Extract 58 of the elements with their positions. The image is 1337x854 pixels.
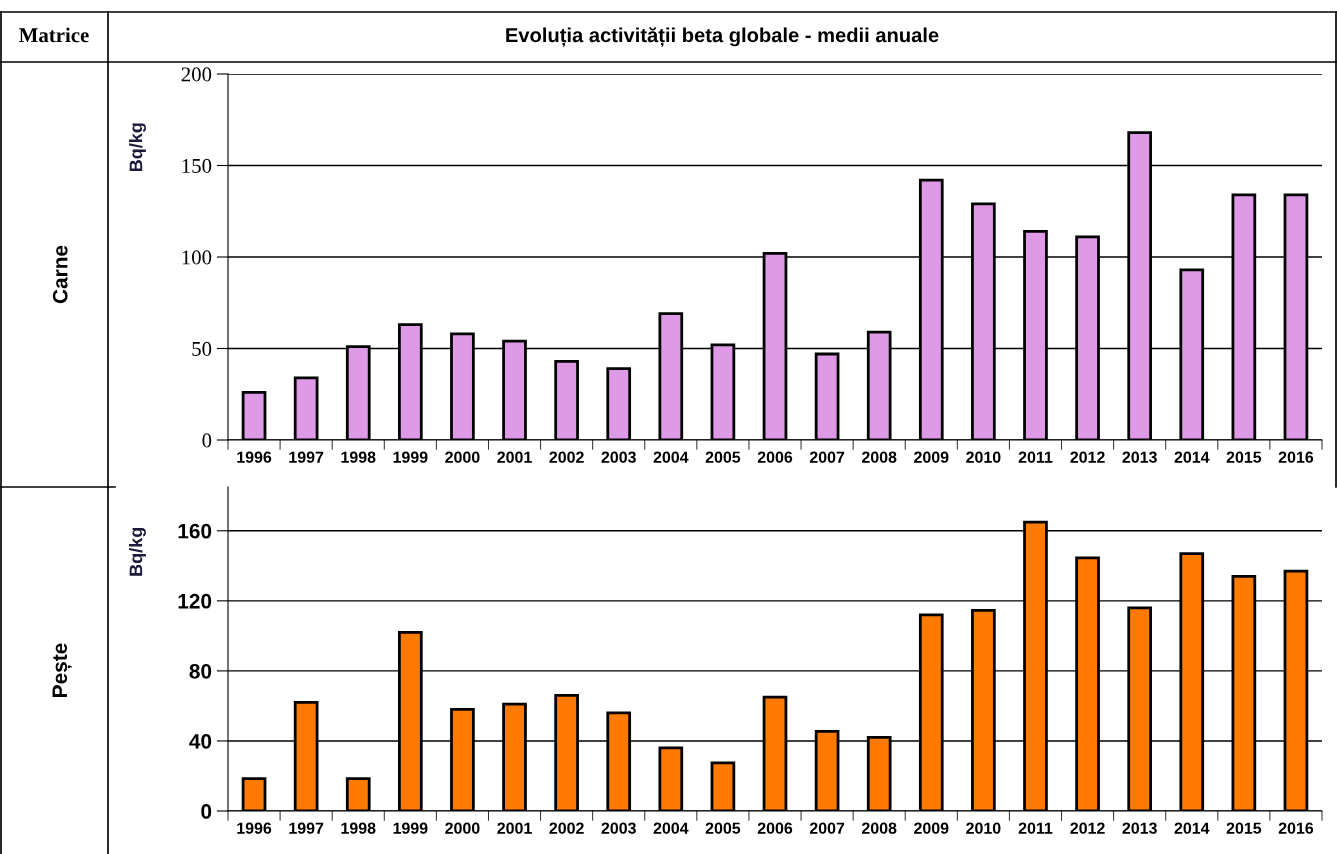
- x-tick-label: 2010: [966, 822, 1001, 834]
- text: Pește: [52, 643, 72, 697]
- x-tick-label: 2004: [653, 451, 689, 463]
- x-tick-label: 2009: [914, 822, 949, 834]
- chart-title: Evoluția activității beta globale - medii anuale: [506, 27, 939, 47]
- x-tick-label: 2000: [445, 822, 480, 834]
- x-tick-label: 2002: [549, 822, 584, 834]
- x-tick-label: 2007: [809, 822, 845, 834]
- y-tick-label: 0: [202, 433, 212, 448]
- x-tick-label: 2012: [1070, 822, 1105, 834]
- x-tick-label: 1999: [393, 451, 428, 463]
- y-tick-label: 100: [182, 250, 212, 265]
- x-tick-label: 2016: [1278, 822, 1314, 834]
- x-tick-label: 1998: [341, 451, 376, 463]
- x-tick-label: 2006: [757, 822, 793, 834]
- x-tick-label: 2015: [1226, 822, 1262, 834]
- y-tick-label: 0: [201, 804, 212, 819]
- x-tick-label: 2015: [1226, 451, 1262, 463]
- x-tick-label: 2014: [1174, 822, 1210, 834]
- y-tick-label: 120: [178, 593, 212, 609]
- x-tick-label: 1997: [289, 822, 324, 834]
- x-tick-label: 2002: [549, 451, 584, 463]
- y-tick-label: 80: [189, 663, 212, 679]
- x-tick-label: 2008: [861, 451, 897, 463]
- y-axis-title: Bq/kg: [129, 123, 146, 172]
- y-tick-label: 40: [189, 733, 212, 749]
- x-tick-label: 1999: [393, 822, 428, 834]
- x-tick-label: 2000: [445, 451, 480, 463]
- x-tick-label: 2010: [966, 451, 1001, 463]
- x-tick-label: 2005: [705, 451, 741, 463]
- x-tick-label: 2009: [914, 451, 949, 463]
- x-tick-label: 2011: [1018, 822, 1053, 834]
- x-tick-label: 2013: [1122, 451, 1157, 463]
- y-tick-label: 160: [178, 523, 212, 539]
- x-tick-label: 2004: [653, 822, 689, 834]
- y-tick-label: 50: [192, 341, 212, 356]
- x-tick-label: 2001: [497, 451, 532, 463]
- x-tick-label: 2016: [1278, 451, 1314, 463]
- x-tick-label: 1996: [237, 822, 272, 834]
- text: Matrice: [19, 27, 89, 43]
- x-tick-label: 2005: [705, 822, 741, 834]
- x-tick-label: 2003: [601, 822, 636, 834]
- y-tick-label: 200: [181, 67, 212, 82]
- x-tick-label: 2012: [1070, 451, 1105, 463]
- x-tick-label: 1998: [341, 822, 376, 834]
- y-tick-label: 150: [182, 158, 212, 173]
- x-tick-label: 2014: [1174, 451, 1210, 463]
- x-tick-label: 2007: [809, 451, 845, 463]
- text: Carne: [52, 245, 68, 304]
- x-tick-label: 1997: [289, 451, 324, 463]
- x-tick-label: 2001: [497, 822, 532, 834]
- x-tick-label: 1996: [237, 451, 272, 463]
- y-axis-title: Bq/kg: [129, 527, 146, 576]
- x-tick-label: 2011: [1018, 451, 1053, 463]
- x-tick-label: 2008: [861, 822, 897, 834]
- x-tick-label: 2006: [757, 451, 793, 463]
- x-tick-label: 2013: [1122, 822, 1157, 834]
- x-tick-label: 2003: [601, 451, 636, 463]
